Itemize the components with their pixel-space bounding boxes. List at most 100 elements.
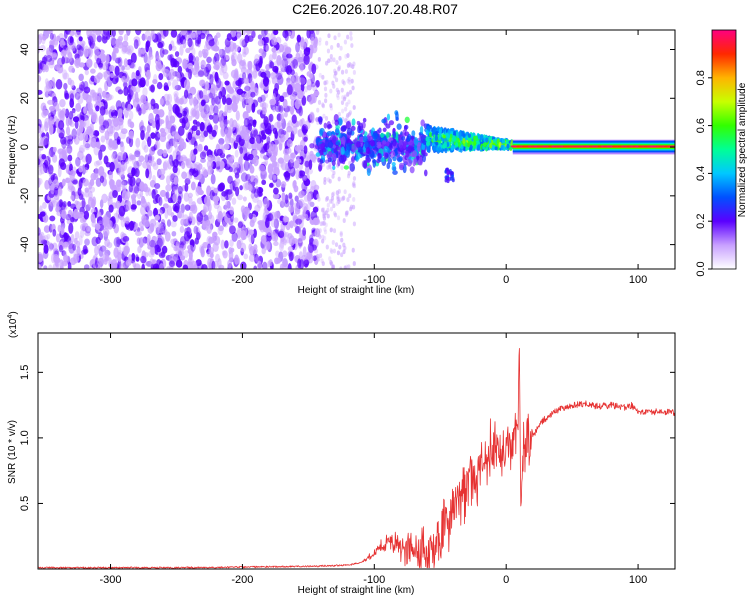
heatmap-cell <box>177 210 185 219</box>
heatmap-cell <box>218 113 223 123</box>
heatmap-cell <box>115 236 121 248</box>
heatmap-cell <box>318 164 322 172</box>
spectrogram-frame <box>37 29 676 270</box>
heatmap-cell <box>70 203 77 210</box>
heatmap-cell <box>48 124 54 135</box>
heatmap-cell <box>458 131 462 137</box>
heatmap-cell <box>341 79 345 85</box>
heatmap-cell <box>204 81 210 91</box>
heatmap-cell <box>85 153 92 165</box>
heatmap-cell <box>184 72 191 78</box>
heatmap-cell <box>173 176 179 185</box>
heatmap-cell <box>194 93 201 104</box>
heatmap-cell <box>294 195 299 202</box>
heatmap-cell <box>279 59 286 71</box>
heatmap-cell <box>164 208 169 219</box>
heatmap-cell <box>277 106 285 112</box>
heatmap-cell <box>301 181 308 192</box>
heatmap-cell <box>342 249 346 255</box>
heatmap-cell <box>120 143 125 153</box>
heatmap-cell <box>232 132 237 139</box>
colorbar-tick-label: 0.6 <box>695 118 707 133</box>
heatmap-cell <box>61 146 68 156</box>
heatmap-cell <box>133 160 140 171</box>
heatmap-cell <box>445 132 449 139</box>
heatmap-cell <box>93 173 99 181</box>
heatmap-cell <box>211 96 216 106</box>
heatmap-cell <box>315 80 320 88</box>
heatmap-cell <box>265 64 271 71</box>
heatmap-cell <box>317 232 322 238</box>
heatmap-cell <box>316 253 320 259</box>
heatmap-cell <box>186 159 191 166</box>
heatmap-cell <box>323 86 328 92</box>
heatmap-cell <box>190 136 196 146</box>
heatmap-cell <box>261 134 267 140</box>
heatmap-cell <box>114 65 120 76</box>
heatmap-cell <box>303 136 308 142</box>
heatmap-cell <box>52 262 60 269</box>
heatmap-cell <box>203 66 210 77</box>
heatmap-cell <box>122 152 128 162</box>
heatmap-cell <box>162 49 169 55</box>
heatmap-cell <box>294 225 302 235</box>
heatmap-cell <box>257 262 262 269</box>
heatmap-cell <box>141 140 147 151</box>
heatmap-cell <box>130 205 137 212</box>
heatmap-cell <box>294 206 301 215</box>
heatmap-cell <box>229 225 236 235</box>
heatmap-cell <box>102 227 110 237</box>
heatmap-cell <box>90 75 96 82</box>
heatmap-cell <box>339 266 343 269</box>
heatmap-cell <box>346 142 352 151</box>
heatmap-cell <box>215 60 220 71</box>
heatmap-cell <box>315 30 320 36</box>
heatmap-cell <box>309 49 314 57</box>
heatmap-cell <box>109 178 115 190</box>
heatmap-cell <box>94 75 101 84</box>
heatmap-cell <box>158 252 166 259</box>
heatmap-cell <box>226 188 233 195</box>
heatmap-cell <box>125 158 130 165</box>
heatmap-cell <box>86 58 93 68</box>
heatmap-cell <box>392 170 398 175</box>
heatmap-cell <box>107 141 115 151</box>
heatmap-cell <box>175 247 180 254</box>
heatmap-cell <box>168 68 176 80</box>
heatmap-cell <box>238 92 246 102</box>
heatmap-cell <box>80 223 87 231</box>
heatmap-cell <box>91 110 98 119</box>
heatmap-cell <box>167 158 173 170</box>
heatmap-cell <box>148 112 154 124</box>
heatmap-cell <box>128 110 134 121</box>
heatmap-cell <box>407 145 412 153</box>
heatmap-cell <box>252 68 258 78</box>
heatmap-cell <box>70 233 75 243</box>
heatmap-cell <box>157 33 162 44</box>
y-tick-label: 1.0 <box>19 430 31 445</box>
heatmap-cell <box>271 76 278 85</box>
heatmap-cell <box>242 196 247 202</box>
heatmap-cell <box>133 86 141 93</box>
heatmap-cell <box>351 144 357 153</box>
heatmap-cell <box>386 141 390 147</box>
heatmap-cell <box>452 135 456 141</box>
heatmap-cell <box>316 107 320 113</box>
heatmap-cell <box>118 179 125 188</box>
heatmap-cell <box>224 129 230 136</box>
heatmap-cell <box>188 250 193 261</box>
heatmap-cell <box>148 250 155 258</box>
heatmap-cell <box>111 218 117 229</box>
heatmap-cell <box>164 100 170 106</box>
heatmap-cell <box>222 250 228 259</box>
heatmap-cell <box>402 141 407 149</box>
heatmap-cell <box>386 113 391 121</box>
heatmap-cell <box>78 165 84 173</box>
heatmap-cell <box>318 234 322 240</box>
heatmap-cell <box>372 158 377 168</box>
heatmap-cell <box>78 144 86 154</box>
heatmap-cell <box>74 57 81 69</box>
heatmap-cell <box>317 116 323 123</box>
heatmap-cell <box>77 150 84 161</box>
heatmap-cell <box>172 215 178 222</box>
